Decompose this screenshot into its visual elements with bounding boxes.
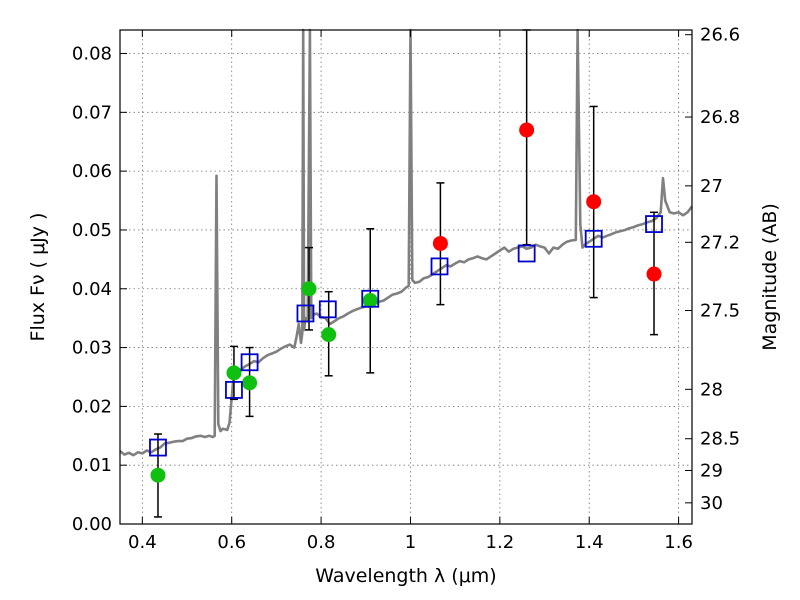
model-spectrum-line <box>119 28 694 457</box>
model-photometry-square <box>296 304 315 323</box>
y2-tick-label: 29 <box>700 460 723 481</box>
y2-tick-label: 30 <box>700 493 723 514</box>
model-photometry-square <box>149 438 167 457</box>
y-tick-label: 0.01 <box>72 455 112 476</box>
y2-axis-label: Magnitude (AB) <box>759 203 781 351</box>
model-photometry-square <box>430 257 449 276</box>
x-tick-label: 1 <box>405 532 416 553</box>
y-tick-label: 0.07 <box>72 102 112 123</box>
axis-ticks: 0.4 0.6 0.8 1 1.2 1.4 1.6 0.00 0.01 0.02 0.03 0.04 0… <box>72 25 740 553</box>
model-photometry-square <box>584 229 603 248</box>
model-photometry <box>149 215 663 457</box>
upper-limit-point <box>519 122 535 138</box>
y-tick-label: 0.04 <box>72 279 112 300</box>
detected-point <box>301 281 317 297</box>
detected-point <box>242 375 258 391</box>
y-tick-label: 0.06 <box>72 161 112 182</box>
detected-point <box>226 365 242 381</box>
x-tick-label: 0.6 <box>217 532 246 553</box>
y-tick-label: 0.02 <box>72 396 112 417</box>
model-photometry-square <box>517 244 536 263</box>
x-tick-label: 0.4 <box>128 532 157 553</box>
upper-limit-point <box>432 235 448 251</box>
grid <box>120 30 692 525</box>
y2-tick-label: 26.8 <box>700 107 740 128</box>
detected-point <box>362 293 378 309</box>
y-tick-label: 0.08 <box>72 44 112 65</box>
y-tick-label: 0.00 <box>72 514 112 535</box>
y-tick-label: 0.03 <box>72 338 112 359</box>
y2-tick-label: 26.6 <box>700 25 740 46</box>
model-photometry-square <box>361 289 380 308</box>
y2-tick-label: 28.5 <box>700 429 740 450</box>
model-photometry-square <box>240 353 259 372</box>
y2-tick-label: 27 <box>700 176 723 197</box>
error-bars <box>153 29 659 518</box>
x-tick-label: 1.2 <box>486 532 515 553</box>
y2-tick-label: 27.5 <box>700 301 740 322</box>
x-tick-label: 1.6 <box>664 532 693 553</box>
detected-point <box>321 327 337 343</box>
x-tick-label: 0.8 <box>307 532 336 553</box>
upper-limit-point <box>646 266 662 282</box>
model-photometry-square <box>318 300 337 319</box>
photometry-points <box>150 122 662 483</box>
x-tick-label: 1.4 <box>575 532 604 553</box>
y2-tick-label: 28 <box>700 379 723 400</box>
detected-point <box>150 467 166 483</box>
x-axis-label: Wavelength λ (μm) <box>315 565 496 587</box>
y-axis-label: Flux Fν ( μJy ) <box>27 213 49 342</box>
y2-tick-label: 27.2 <box>700 232 740 253</box>
model-spectrum <box>119 28 694 457</box>
model-photometry-square <box>225 381 243 399</box>
model-photometry-square <box>645 215 663 233</box>
y-tick-label: 0.05 <box>72 220 112 241</box>
plot-frame <box>119 29 693 525</box>
upper-limit-point <box>586 194 602 210</box>
